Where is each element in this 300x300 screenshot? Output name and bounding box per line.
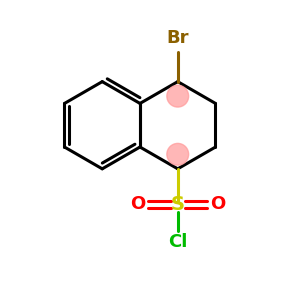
Text: Cl: Cl: [168, 233, 188, 251]
Circle shape: [167, 85, 189, 107]
Circle shape: [167, 143, 189, 165]
Text: O: O: [210, 196, 225, 214]
Text: S: S: [171, 195, 185, 214]
Text: O: O: [130, 196, 146, 214]
Text: Br: Br: [167, 29, 189, 47]
